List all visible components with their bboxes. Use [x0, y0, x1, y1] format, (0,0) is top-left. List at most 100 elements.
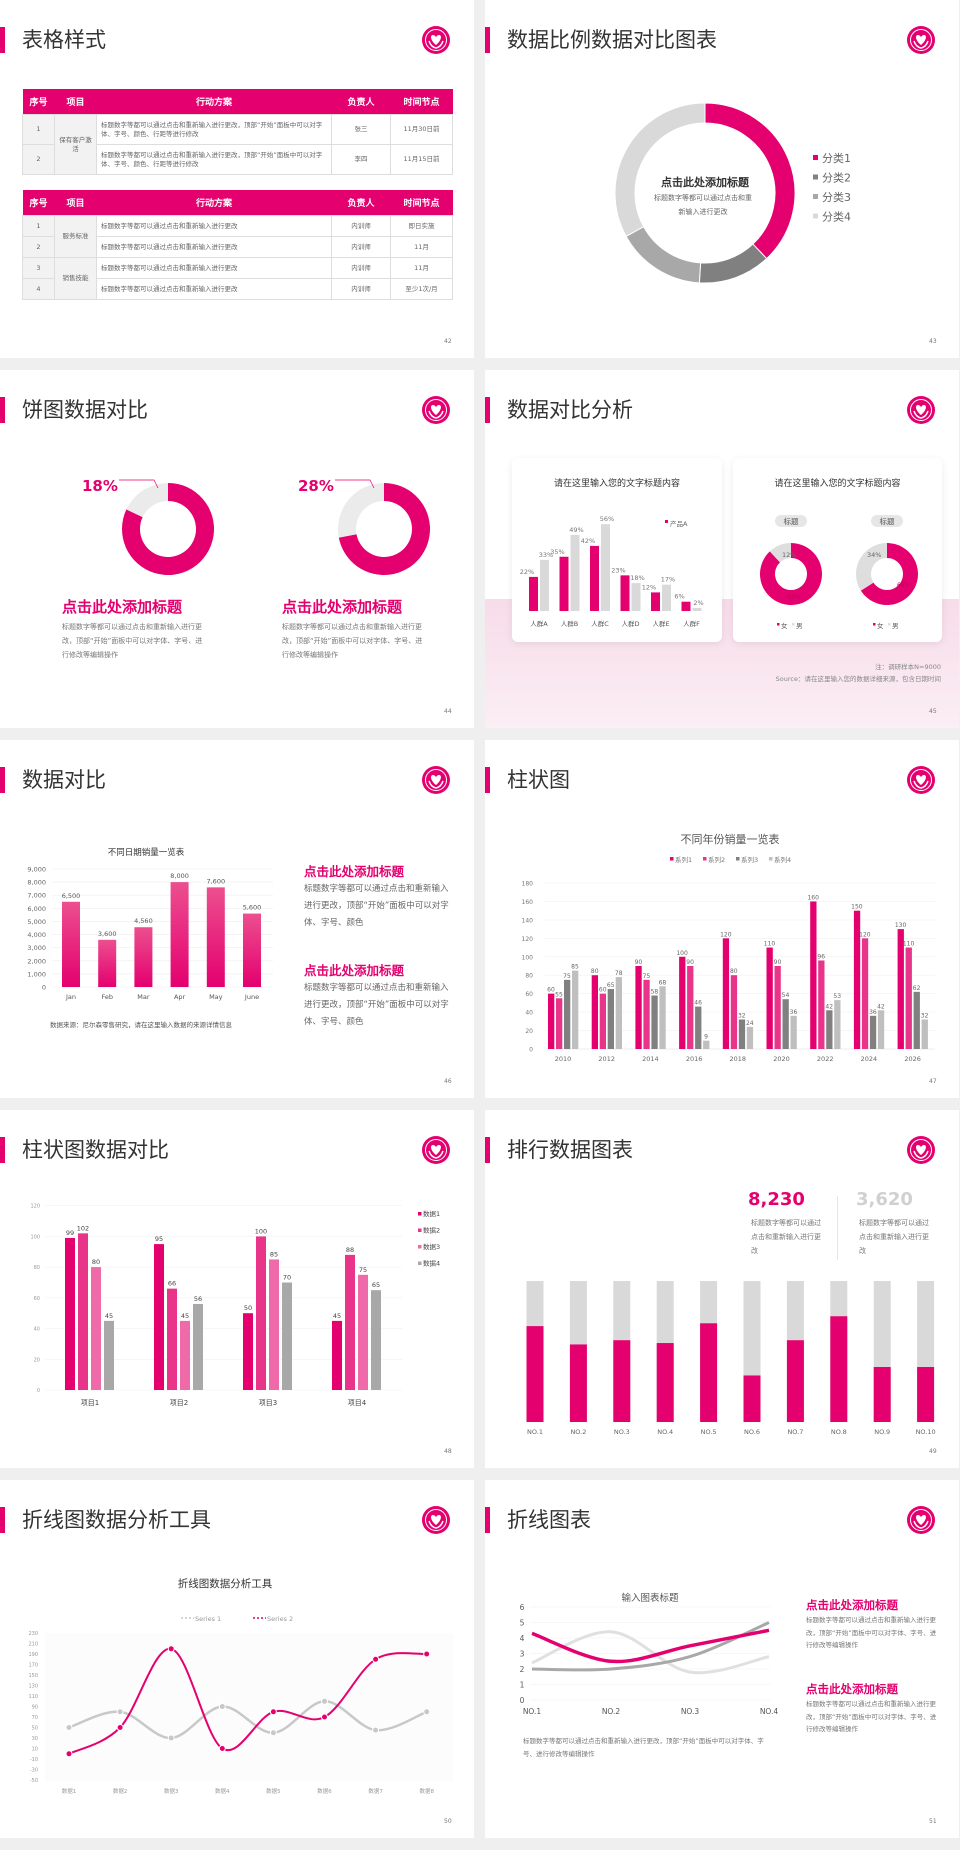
series-1-line	[531, 1628, 770, 1664]
bar-value-label: 12%	[642, 583, 656, 591]
source-note: 数据来源：尼尔森零售研究，请在这里输入数据的来源详情信息	[50, 1021, 232, 1029]
series-2-point	[218, 1745, 226, 1752]
slide-48[interactable]: 柱状图数据对比 0 20 40 60 80 100 120 99 102 80 45 项目1 95 66 4…	[0, 1110, 474, 1468]
cell-group: 服务标准	[54, 215, 97, 258]
series-3-line	[531, 1621, 770, 1672]
bar-value-label: 160	[807, 894, 819, 901]
x-tick-label: June	[244, 993, 259, 1001]
block-text: 标题数字等都可以通过点击和重新输入进行更改，顶部“开始”面板中可以对字体、字号、…	[304, 983, 449, 1027]
y-tick-label: 80	[34, 1265, 40, 1271]
bar-series-1	[332, 1320, 342, 1390]
donut-male-slice	[856, 543, 887, 591]
slide-title: 数据比例数据对比图表	[507, 28, 717, 52]
x-tick-label: NO.4	[760, 1707, 779, 1716]
slide-46[interactable]: 数据对比 不同日期销量一览表 0 1,000 2,000 3,000 4,000 5,000…	[0, 740, 474, 1098]
legend-swatch	[418, 1245, 422, 1249]
x-tick-label: NO.7	[787, 1428, 803, 1436]
y-tick-label: 4	[520, 1634, 525, 1643]
slide-50[interactable]: 折线图数据分析工具 折线图数据分析工具 -50 -30 -10 10 30 50 70 90 11…	[0, 1480, 474, 1838]
bar-series-3	[695, 1006, 702, 1049]
header-time: 时间节点	[390, 89, 453, 115]
heart-shape	[431, 1515, 441, 1525]
bar-value-label: 90	[686, 959, 694, 966]
title-accent-bar	[485, 397, 490, 423]
y-tick-label: 140	[522, 917, 534, 924]
hands-shape	[913, 410, 929, 419]
block-text: 标题数字等都可以通过点击和重新输入进行更改，顶部“开始”面板中可以对字体、字号、…	[304, 884, 449, 928]
bar-fill	[830, 1316, 848, 1422]
slide-49[interactable]: 排行数据图表 8,230 标题数字等都可以通过点击和重新输入进行更改 3,620…	[485, 1110, 959, 1468]
logo-icon	[421, 1505, 451, 1535]
bar-series-2	[599, 993, 606, 1049]
donut-label-pill	[775, 515, 807, 527]
bar-series-3	[826, 1010, 833, 1049]
header-plan: 行动方案	[96, 190, 332, 216]
slide-42[interactable]: 表格样式 序号 项目 行动方案 负责人 时间节点 1 保有客户激活 标题数字等都…	[0, 0, 474, 358]
x-tick-label: NO.6	[744, 1428, 760, 1436]
series-1-point	[321, 1697, 328, 1705]
bar-value-label: 24	[746, 1020, 754, 1027]
donut-charts: 18% 28%	[82, 477, 430, 575]
legend-label: 男	[796, 622, 803, 630]
slide-43[interactable]: 数据比例数据对比图表 分类1 分类2 分类3 分类4 点击此处添加标题 标题数字等都可…	[485, 0, 959, 358]
series-2-point	[372, 1655, 380, 1663]
action-table-1: 序号 项目 行动方案 负责人 时间节点 1 保有客户激活 标题数字等都可以通过点…	[22, 89, 453, 175]
slide-51[interactable]: 折线图表 输入图表标题 0 1 2 3 4 5 6 NO.1 NO.2 NO.3 NO.4 标题数字等…	[485, 1480, 959, 1838]
bar-value-label: 42	[825, 1003, 833, 1010]
bar-series-1	[853, 910, 861, 1049]
y-tick-label: 8,000	[27, 879, 46, 887]
y-tick-label: -10	[30, 1757, 38, 1763]
bar-value-label: 100	[676, 950, 688, 957]
bar-value-label: 65	[372, 1281, 380, 1289]
bar-series-1	[154, 1244, 164, 1390]
bar-series-2	[687, 966, 694, 1049]
category-label: 人群B	[561, 619, 578, 628]
y-tick-label: 60	[34, 1296, 40, 1302]
bar-value-label: 55	[555, 991, 563, 998]
cell-owner: 李四	[331, 144, 391, 175]
cell-no: 2	[22, 236, 55, 258]
bar-series-4	[834, 1000, 841, 1049]
category-label: 人群D	[621, 619, 639, 628]
series-2-point	[167, 1645, 175, 1653]
logo-icon	[421, 1135, 451, 1165]
bar-series-3	[869, 1015, 877, 1049]
series-2-point	[116, 1724, 124, 1731]
header-item: 项目	[54, 89, 97, 115]
heart-hands-emblem-icon	[907, 1136, 935, 1164]
x-tick-label: Feb	[101, 993, 113, 1001]
bar-series-4	[572, 970, 579, 1049]
block-text: 标题数字等都可以通过点击和重新输入进行更改，顶部“开始”面板中可以对字体、字号、…	[282, 623, 423, 659]
bar-may	[206, 887, 225, 987]
bar-series-3	[358, 1274, 368, 1390]
slide-44[interactable]: 饼图数据对比 18% 28% 点击此处添加标题 标题数字等都可以通过点击和重新输入…	[0, 370, 474, 728]
title-accent-bar	[0, 1137, 5, 1163]
bar-value-label: 95	[155, 1235, 163, 1243]
slide-45[interactable]: 数据对比分析 22% 33% 人群A 35% 49% 人群B 42% 56% 人群C 23% 18%…	[485, 370, 959, 728]
x-tick-label: 数据2	[113, 1787, 128, 1795]
bar-value-label: 45	[105, 1312, 113, 1320]
legend-label: 女	[781, 621, 788, 630]
emblem-ring	[425, 769, 447, 791]
chart-title: 不同日期销量一览表	[108, 847, 185, 858]
cell-group: 销售技能	[54, 257, 97, 300]
donut-card	[733, 458, 942, 642]
y-tick-label: 100	[522, 954, 534, 961]
x-tick-label: 2026	[904, 1055, 921, 1063]
y-tick-label: 110	[28, 1694, 38, 1700]
bar-product-a	[681, 601, 691, 611]
legend-swatch	[736, 857, 740, 861]
page-number: 42	[444, 338, 452, 345]
bar-value-label: 36	[869, 1009, 877, 1016]
cell-time: 11月30日前	[390, 114, 453, 145]
y-tick-label: 120	[30, 1204, 40, 1210]
bar-value-label: 6,500	[62, 892, 81, 900]
bar-value-label: 2%	[693, 599, 703, 607]
slide-47[interactable]: 柱状图 不同年份销量一览表 系列1 系列2 系列3 系列4 0 20 40 60 80 100 120…	[485, 740, 959, 1098]
legend-label: 系列2	[708, 855, 725, 864]
bar-value-label: 80	[92, 1258, 100, 1266]
x-tick-label: NO.1	[527, 1428, 543, 1436]
header-no: 序号	[22, 190, 55, 216]
bar-series-4	[104, 1320, 114, 1390]
bar-value-label: 56	[194, 1295, 202, 1303]
